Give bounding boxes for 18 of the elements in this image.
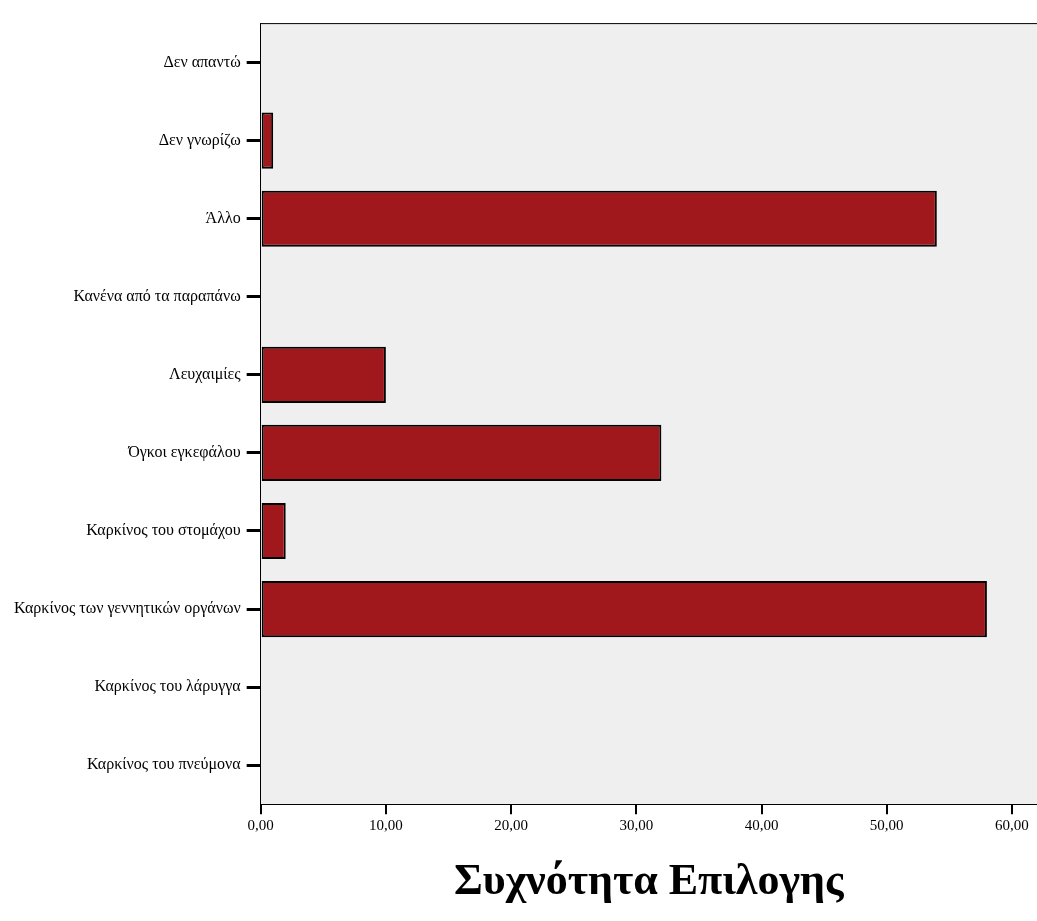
y-tick-label: Καρκίνος των γεννητικών οργάνων bbox=[14, 599, 241, 618]
x-tick-label: 50,00 bbox=[869, 817, 904, 834]
y-tick-label: Καρκίνος του λάρυγγα bbox=[94, 677, 242, 696]
y-tick-label: Καρκίνος του πνεύμονα bbox=[86, 755, 242, 774]
y-tick-label: Όγκοι εγκεφάλου bbox=[127, 443, 241, 462]
x-tick-label: 40,00 bbox=[744, 817, 779, 834]
y-tick-label: Λευχαιμίες bbox=[169, 365, 242, 384]
y-tick-label: Κανένα από τα παραπάνω bbox=[73, 287, 241, 306]
x-tick-label: 0,00 bbox=[247, 817, 274, 834]
x-tick-label: 20,00 bbox=[494, 817, 528, 834]
y-tick-label: Δεν γνωρίζω bbox=[158, 130, 241, 149]
x-tick-label: 60,00 bbox=[995, 817, 1029, 834]
y-tick-label: Δεν απαντώ bbox=[163, 52, 241, 70]
x-tick-label: 30,00 bbox=[619, 817, 654, 834]
x-axis-title: Συχνότητα Επιλογης bbox=[454, 854, 846, 904]
x-tick-label: 10,00 bbox=[369, 817, 403, 834]
y-tick-label: Άλλο bbox=[205, 208, 241, 226]
y-tick-label: Καρκίνος του στομάχου bbox=[86, 521, 241, 540]
